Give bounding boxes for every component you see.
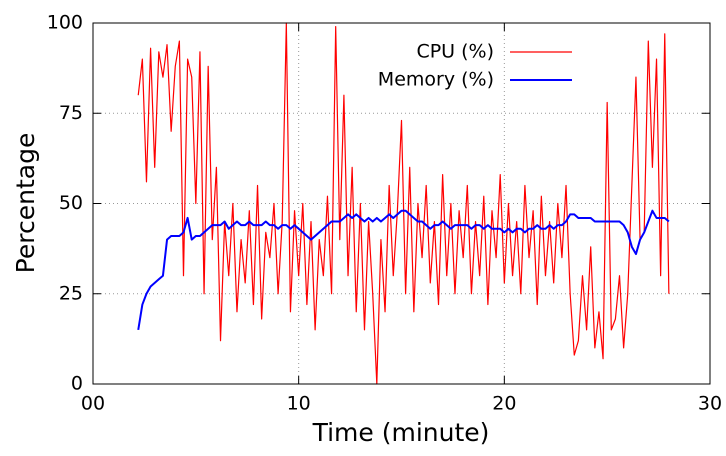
y-tick-label: 75 [59, 102, 83, 124]
data-line [137, 22, 670, 385]
x-tick-label: 10 [287, 393, 311, 415]
legend-label: Memory (%) [378, 69, 494, 91]
y-tick-label: 50 [59, 192, 83, 214]
y-tick-label: 0 [71, 373, 83, 395]
y-tick-label: 100 [47, 12, 83, 34]
legend-label: CPU (%) [416, 41, 494, 63]
y-axis-label: Percentage [11, 133, 40, 274]
x-tick-label: 00 [81, 393, 105, 415]
x-axis-label: Time (minute) [312, 418, 490, 447]
x-tick-label: 30 [698, 393, 722, 415]
y-tick-label: 25 [59, 282, 83, 304]
x-tick-label: 20 [492, 393, 516, 415]
data-line [137, 209, 670, 331]
plot-border [92, 22, 711, 385]
